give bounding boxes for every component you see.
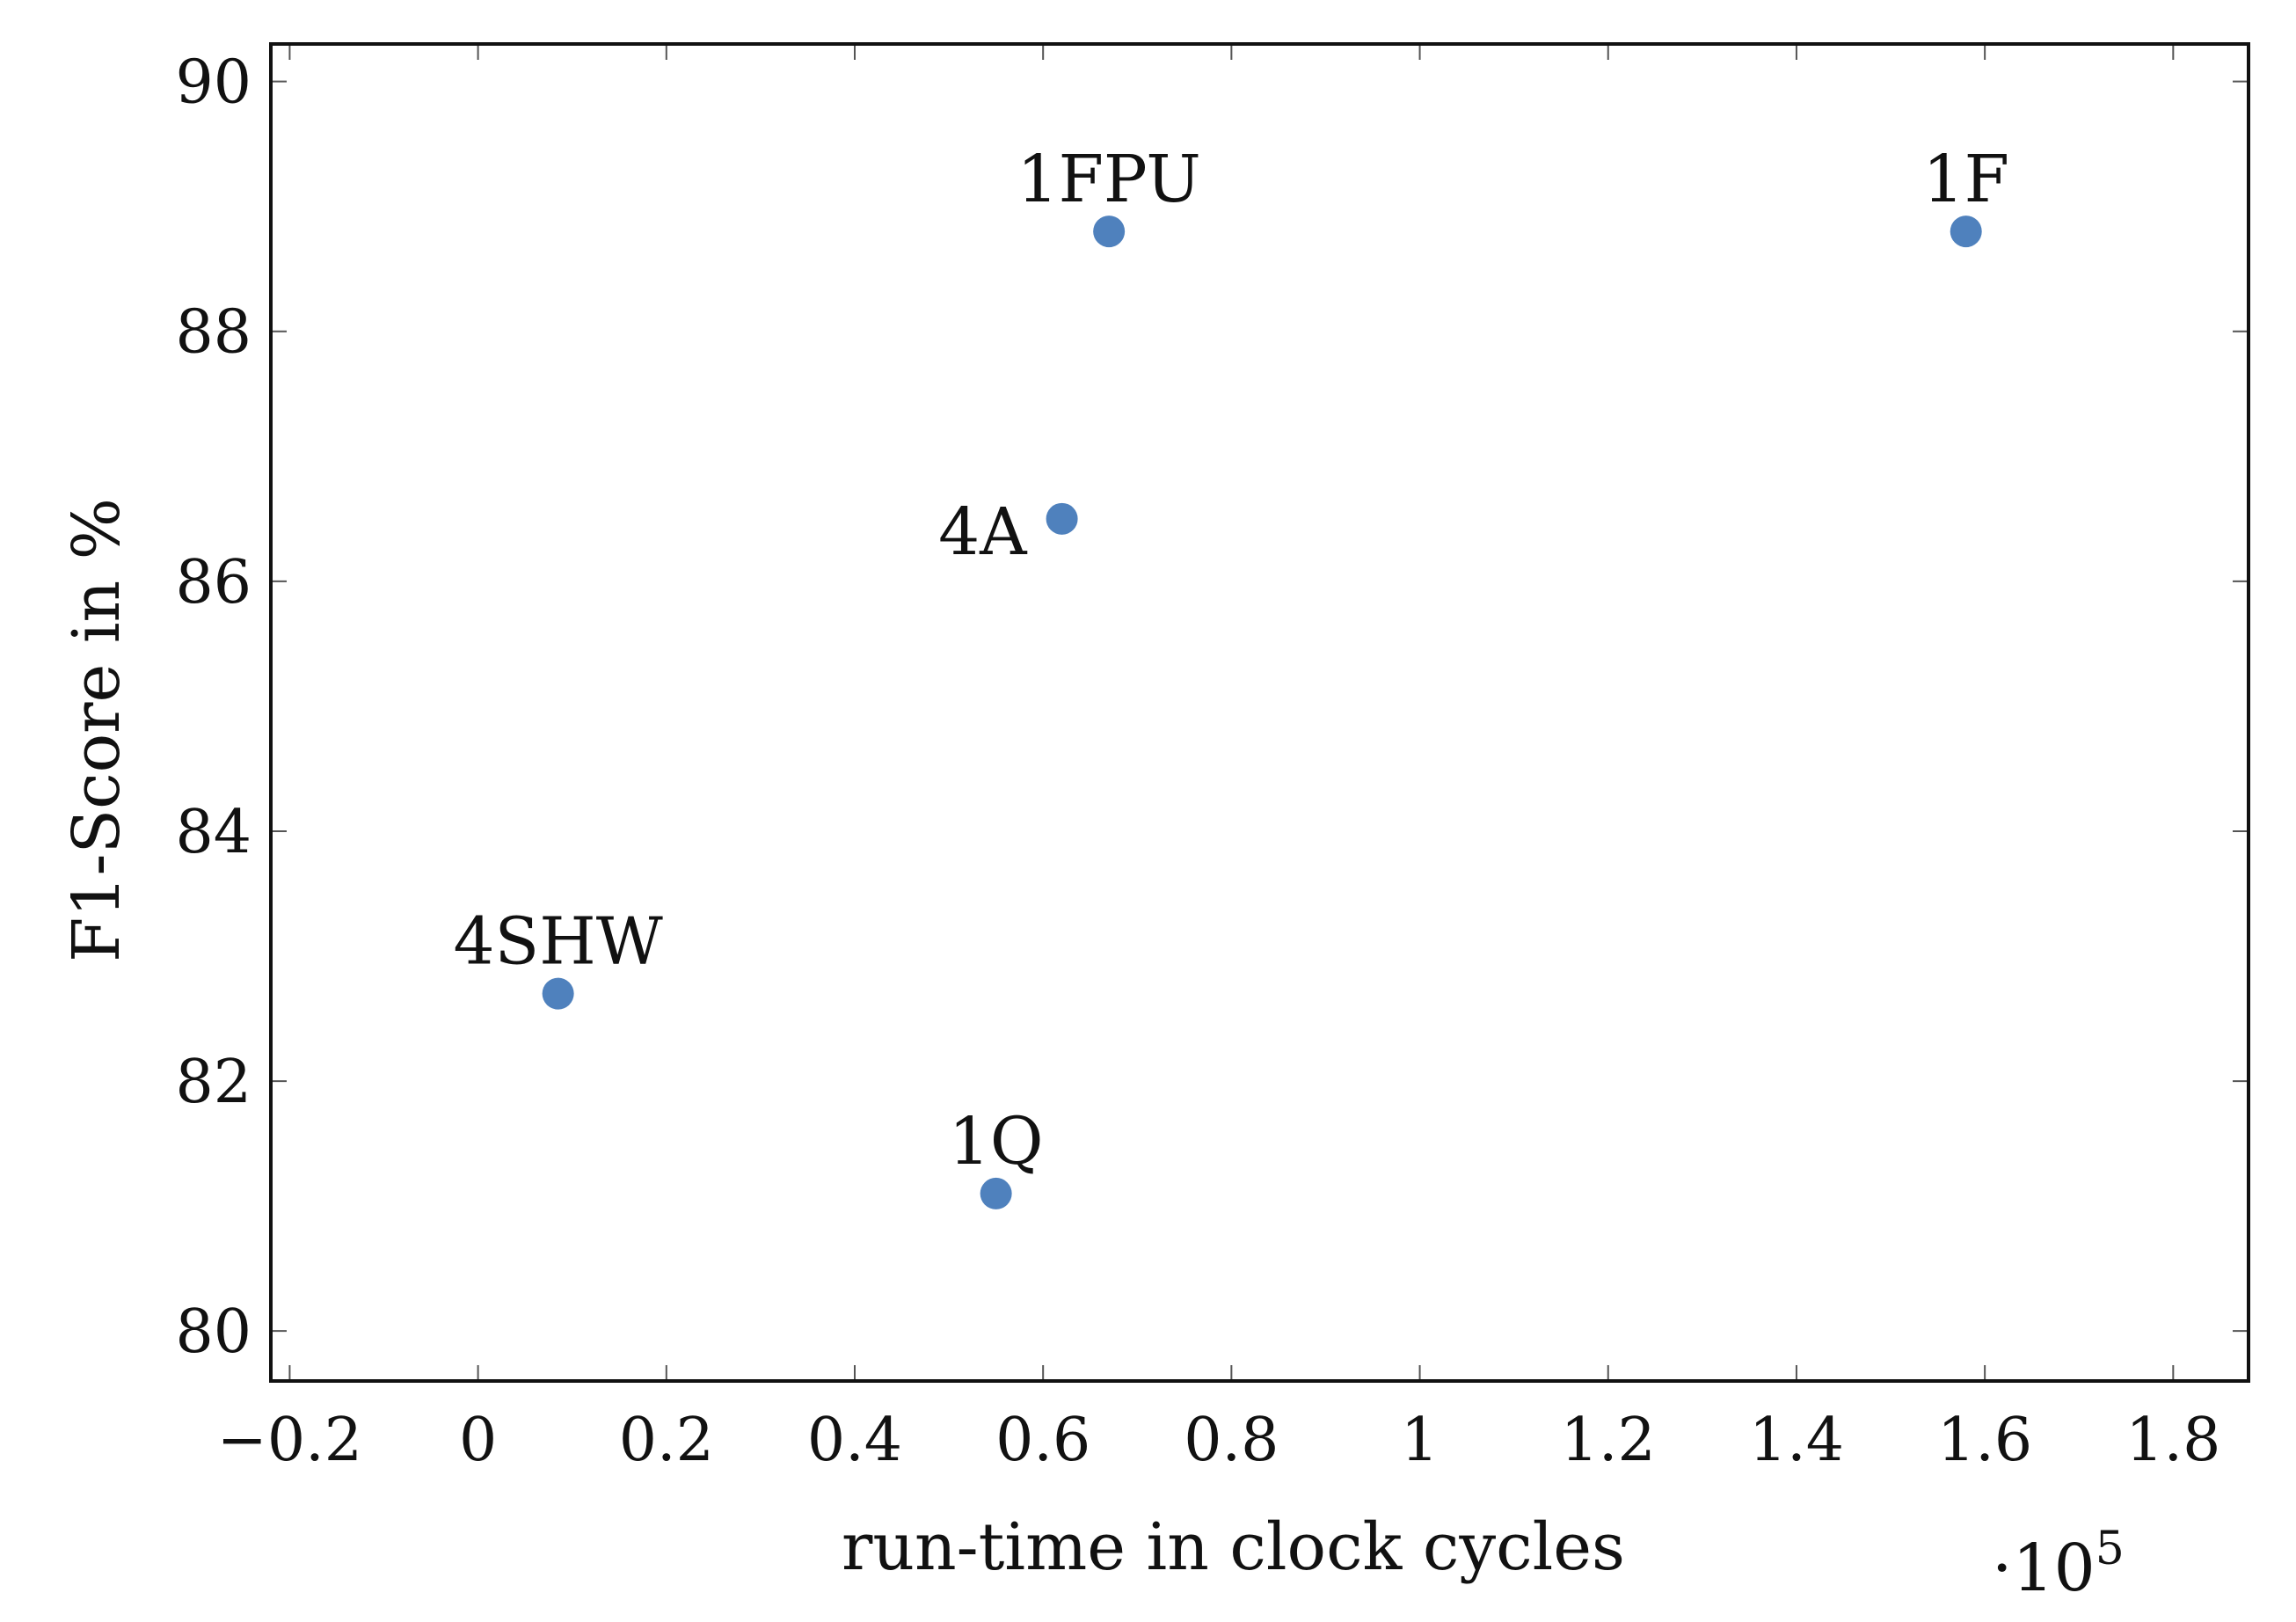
data-point <box>980 1177 1012 1209</box>
x-tick-label: 1.8 <box>2125 1406 2220 1475</box>
plot-frame <box>269 42 2250 1383</box>
y-tick-label: 80 <box>175 1297 251 1367</box>
x-scale-exponent: 5 <box>2096 1523 2125 1575</box>
x-scale-label: ·105 <box>1992 1523 2125 1606</box>
y-tick-label: 88 <box>175 298 251 368</box>
data-point <box>1046 502 1078 535</box>
y-tick-label: 86 <box>175 548 251 617</box>
x-tick-label: 0.2 <box>619 1406 714 1475</box>
x-tick-label: 1.6 <box>1937 1406 2032 1475</box>
x-tick-label: 0.8 <box>1184 1406 1279 1475</box>
data-point <box>542 977 574 1010</box>
data-point <box>1093 216 1126 248</box>
x-tick-label: 1 <box>1401 1406 1439 1475</box>
labels-layer: 1FPU 1F 4A 4SHW 1Q <box>453 142 2008 1180</box>
data-point <box>1950 216 1982 248</box>
x-tick-label: 1.2 <box>1561 1406 1656 1475</box>
point-label: 4A <box>938 494 1028 570</box>
points-layer <box>542 216 1982 1209</box>
y-tick-label: 90 <box>175 48 251 118</box>
point-label: 1F <box>1922 142 2008 217</box>
x-scale-base: ·10 <box>1992 1531 2096 1606</box>
x-axis-label: run-time in clock cycles <box>842 1509 1625 1585</box>
point-label: 4SHW <box>453 904 662 980</box>
y-tick-label: 82 <box>175 1048 251 1117</box>
x-tick-label: 0.6 <box>995 1406 1090 1475</box>
ticks-layer: −0.2 0 0.2 0.4 0.6 0.8 1 1.2 1.4 1.6 1.8 80 82 84 86 88… <box>175 44 2249 1475</box>
x-tick-label: 0 <box>459 1406 497 1475</box>
y-tick-label: 84 <box>175 798 251 867</box>
x-tick-label: 1.4 <box>1749 1406 1844 1475</box>
x-tick-label: 0.4 <box>807 1406 902 1475</box>
y-axis-label: F1-Score in % <box>59 498 135 962</box>
point-label: 1Q <box>949 1104 1044 1180</box>
point-label: 1FPU <box>1017 142 1201 217</box>
x-tick-label: −0.2 <box>217 1406 362 1475</box>
